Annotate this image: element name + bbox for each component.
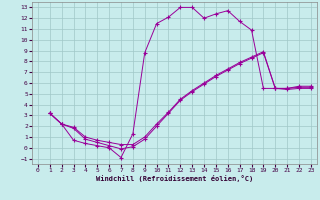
X-axis label: Windchill (Refroidissement éolien,°C): Windchill (Refroidissement éolien,°C) xyxy=(96,175,253,182)
